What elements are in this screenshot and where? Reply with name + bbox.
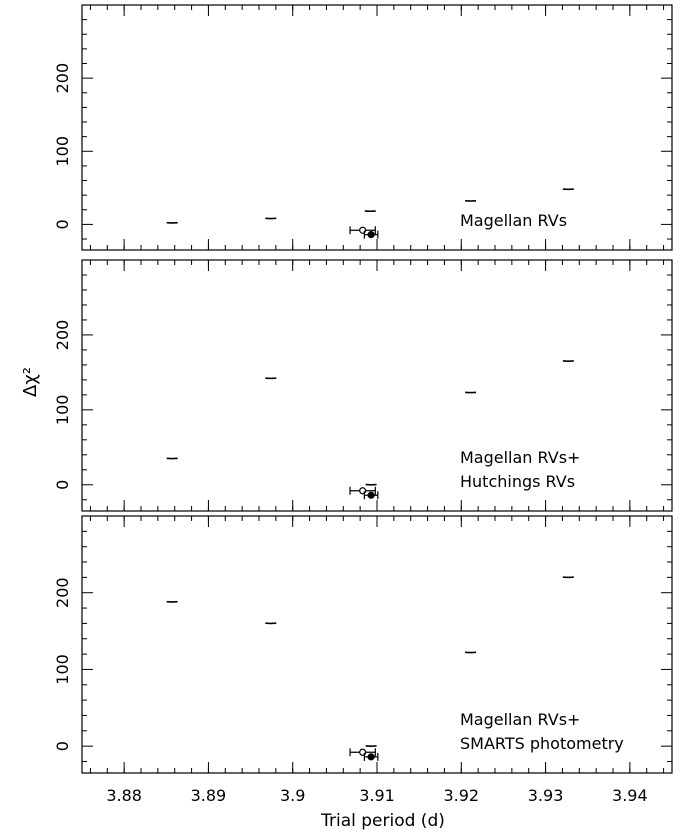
x-axis-label: Trial period (d) (320, 811, 445, 831)
panel-2: 0 100 200 Magellan RVs+ Hutchings RVs (53, 259, 673, 512)
y-tick-label: 200 (53, 63, 72, 94)
panel-annotation: SMARTS photometry (460, 734, 624, 753)
y-axis-label: Δχ² (20, 367, 41, 397)
y-tick-label: 200 (53, 320, 72, 351)
x-tick-label: 3.91 (359, 786, 395, 805)
y-tick-label: 200 (53, 577, 72, 608)
filled-period-marker (367, 753, 375, 761)
x-tick-label: 3.93 (528, 786, 564, 805)
curve-group (166, 188, 574, 224)
y-tick-label: 100 (53, 136, 72, 167)
x-tick-label: 3.88 (106, 786, 142, 805)
panels-group: 0 100 200 Magellan RVs 0 100 200 Magellan RVs+ H… (53, 4, 673, 805)
filled-period-marker (367, 231, 375, 239)
y-tick-label: 100 (53, 395, 72, 426)
panel-frame (81, 4, 673, 251)
panel-3: 3.88 3.89 3.9 3.91 3.92 3.93 3.94 0 100 200 Magell… (53, 515, 673, 805)
panel-annotation: Hutchings RVs (460, 472, 575, 491)
panel-annotation: Magellan RVs+ (460, 710, 580, 729)
panel-frame (81, 259, 673, 512)
filled-period-marker (367, 491, 375, 499)
curve-group (166, 360, 574, 486)
y-tick-label: 100 (53, 654, 72, 685)
panel-1: 0 100 200 Magellan RVs (53, 4, 673, 251)
y-tick-label: 0 (53, 219, 72, 229)
x-tick-label: 3.92 (443, 786, 479, 805)
x-tick-label: 3.9 (280, 786, 305, 805)
y-tick-label: 0 (53, 741, 72, 751)
x-tick-label: 3.94 (612, 786, 648, 805)
y-tick-label: 0 (53, 480, 72, 490)
curve-group (166, 576, 574, 747)
panel-annotation: Magellan RVs (460, 211, 567, 230)
panel-annotation: Magellan RVs+ (460, 448, 580, 467)
x-tick-label: 3.89 (191, 786, 227, 805)
